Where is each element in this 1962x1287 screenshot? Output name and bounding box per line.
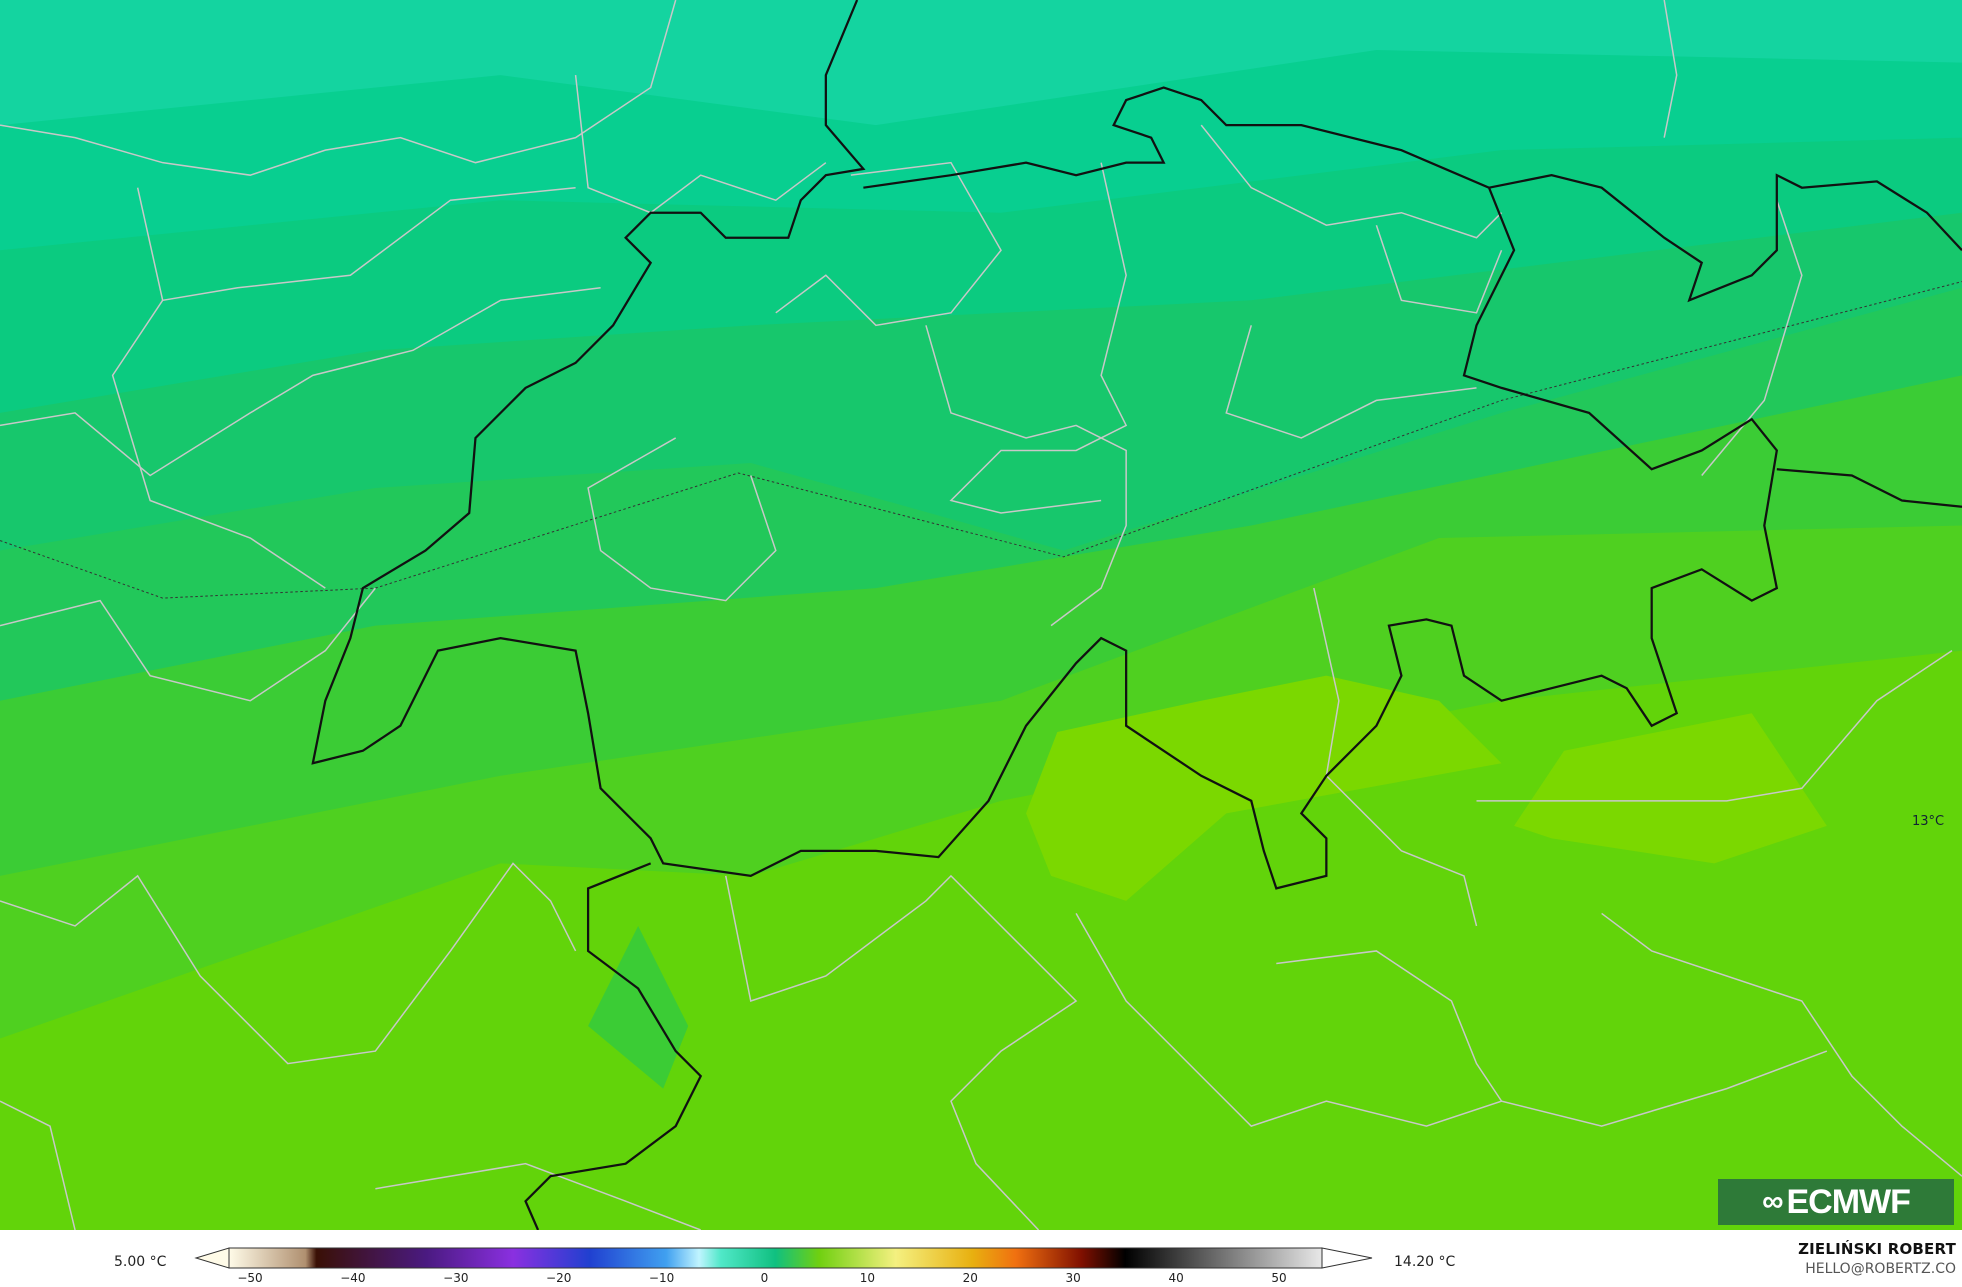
colorbar-tick-label: 20 — [962, 1271, 978, 1285]
colorbar-tick-label: 0 — [760, 1271, 769, 1285]
colorbar-tick-label: −50 — [237, 1271, 263, 1285]
temperature-band — [0, 650, 1962, 1230]
contour-label: 13°C — [1912, 814, 1945, 829]
author-email: HELLO@ROBERTZ.CO — [1805, 1261, 1956, 1277]
colorbar-tick-label: 50 — [1271, 1271, 1287, 1285]
warm-patch — [1514, 713, 1827, 864]
colorbar-tick-label: 10 — [859, 1271, 876, 1285]
ecmwf-logo-icon: ∞ — [1762, 1185, 1783, 1218]
author-name: ZIELIŃSKI ROBERT — [1798, 1240, 1956, 1258]
colorbar-tick-label: 40 — [1168, 1271, 1184, 1285]
author-credit: ZIELIŃSKI ROBERT HELLO@ROBERTZ.CO — [1798, 1240, 1956, 1277]
cool-patch — [588, 925, 689, 1089]
colorbar-tick-label: −10 — [648, 1271, 675, 1285]
warm-patch — [1026, 675, 1502, 901]
national-borders — [311, 0, 1962, 1230]
contour-line — [0, 281, 1962, 599]
colorbar — [194, 1247, 1373, 1269]
colorbar-tick-label: 30 — [1065, 1271, 1081, 1285]
temperature-map — [0, 0, 1962, 1230]
colorbar-tick-label: −20 — [546, 1271, 572, 1285]
ecmwf-logo: ∞ ECMWF — [1718, 1179, 1954, 1225]
logo-text: ECMWF — [1786, 1182, 1910, 1221]
admin-borders — [0, 0, 1962, 1230]
colorbar-tick-label: −30 — [443, 1271, 469, 1285]
legend-min-label: 5.00 °C — [114, 1254, 167, 1270]
colorbar-legend: 5.00 °C — [0, 1230, 1962, 1287]
legend-max-label: 14.20 °C — [1394, 1254, 1456, 1270]
colorbar-tick-label: −40 — [340, 1271, 366, 1285]
